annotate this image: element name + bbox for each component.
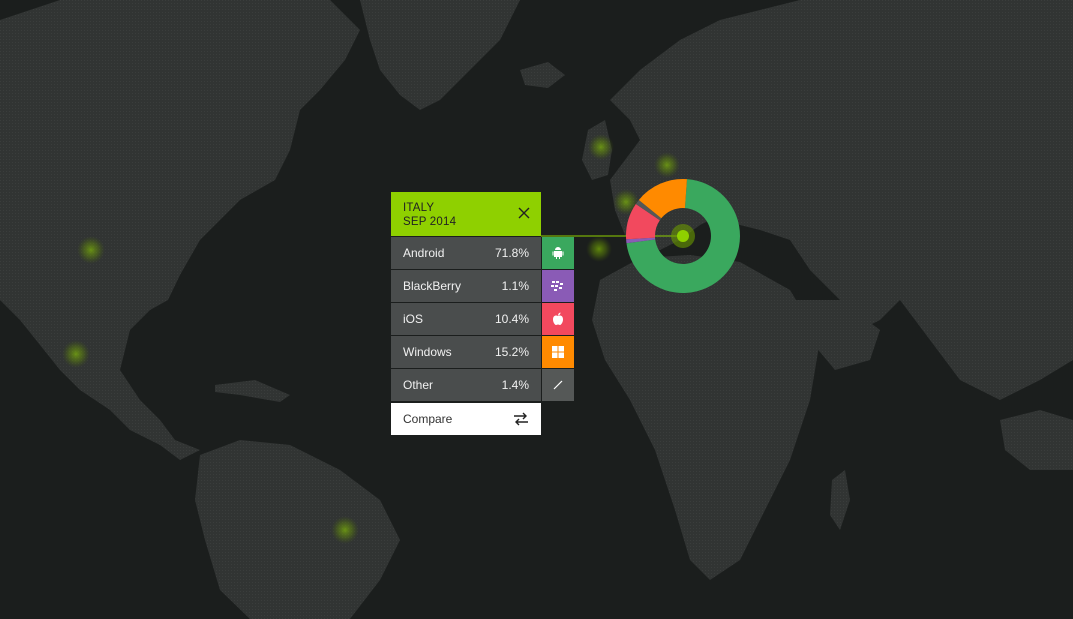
period-label: SEP 2014 <box>403 216 457 228</box>
hotspot-mexico <box>62 340 90 368</box>
hotspots <box>62 134 680 544</box>
close-icon[interactable] <box>517 206 531 220</box>
caribbean <box>215 380 290 402</box>
compare-label: Compare <box>403 412 453 426</box>
os-row-ios[interactable]: iOS 10.4% <box>391 303 574 335</box>
android-icon[interactable] <box>542 237 574 269</box>
donut-slice-windows <box>638 178 687 219</box>
donut-slice-blackberry <box>626 237 656 244</box>
os-row-label-box: BlackBerry 1.1% <box>391 270 541 302</box>
southeast-asia <box>1000 410 1073 470</box>
panel-header: ITALY SEP 2014 <box>391 192 541 236</box>
os-row-label-box: iOS 10.4% <box>391 303 541 335</box>
donut-slice-android <box>626 179 740 293</box>
os-name: Android <box>403 246 445 260</box>
north-america <box>0 0 360 460</box>
os-share: 71.8% <box>494 246 529 260</box>
os-row-label-box: Windows 15.2% <box>391 336 541 368</box>
south-america <box>195 440 400 619</box>
os-name: Windows <box>403 345 452 359</box>
blackberry-icon[interactable] <box>542 270 574 302</box>
hotspot-spain <box>586 236 612 262</box>
africa <box>592 255 820 580</box>
iceland <box>520 62 565 88</box>
greenland <box>360 0 520 110</box>
hotspot-us-west <box>77 236 105 264</box>
os-name: BlackBerry <box>403 279 462 293</box>
os-row-label-box: Other 1.4% <box>391 369 541 401</box>
os-name: iOS <box>403 312 424 326</box>
hotspot-brazil <box>331 516 359 544</box>
os-name: Other <box>403 378 434 392</box>
other-icon[interactable] <box>542 369 574 401</box>
arabia <box>790 300 880 370</box>
madagascar <box>830 470 850 530</box>
os-row-windows[interactable]: Windows 15.2% <box>391 336 574 368</box>
os-row-android[interactable]: Android 71.8% <box>391 237 574 269</box>
os-share: 15.2% <box>494 345 529 359</box>
selected-marker-dot <box>677 230 689 242</box>
hotspot-uk <box>588 134 614 160</box>
apple-icon[interactable] <box>542 303 574 335</box>
swap-icon <box>514 412 528 426</box>
country-name: ITALY <box>403 202 435 214</box>
share-donut-chart <box>626 178 740 293</box>
os-row-label-box: Android 71.8% <box>391 237 541 269</box>
os-share: 1.1% <box>501 279 529 293</box>
hotspot-france <box>613 189 639 215</box>
donut-slice-other <box>635 199 662 221</box>
os-row-other[interactable]: Other 1.4% <box>391 369 574 401</box>
hotspot-germany <box>654 152 680 178</box>
eurasia <box>610 0 1073 400</box>
os-share: 10.4% <box>494 312 529 326</box>
os-row-blackberry[interactable]: BlackBerry 1.1% <box>391 270 574 302</box>
windows-icon[interactable] <box>542 336 574 368</box>
compare-button[interactable]: Compare <box>391 403 541 435</box>
os-share: 1.4% <box>501 378 529 392</box>
donut-slice-ios <box>626 203 660 240</box>
